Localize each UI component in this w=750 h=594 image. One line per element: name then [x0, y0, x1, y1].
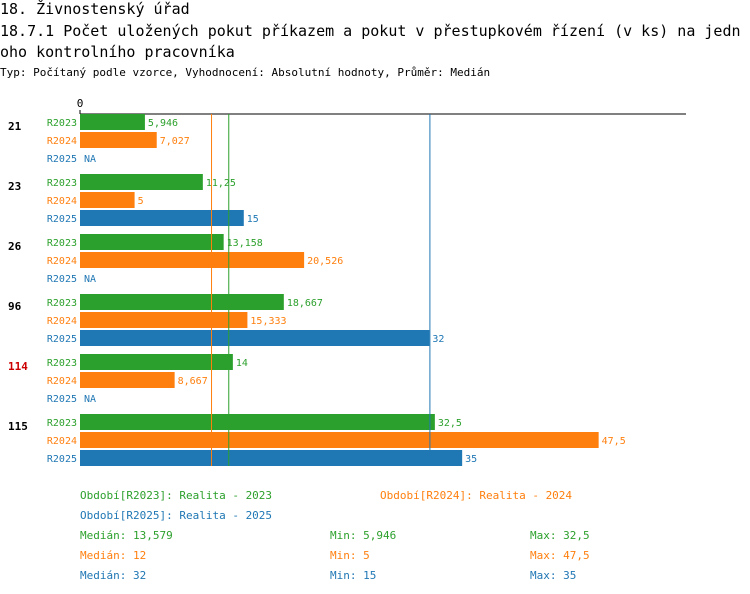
bar-r2023 [80, 414, 435, 430]
legend-r2025: Období[R2025]: Realita - 2025 [80, 509, 273, 522]
bar-r2025 [80, 450, 463, 466]
series-label: R2024 [47, 376, 77, 387]
series-label: R2025 [47, 394, 77, 405]
data-label: 32 [432, 334, 444, 345]
data-label: 14 [236, 358, 248, 369]
data-label: 32,5 [438, 418, 462, 429]
chart-meta-line: Typ: Počítaný podle vzorce, Vyhodnocení:… [0, 66, 491, 79]
series-label: R2025 [47, 334, 77, 345]
legend-r2023: Období[R2023]: Realita - 2023 [80, 489, 273, 502]
data-label: 5,946 [148, 118, 178, 129]
bar-r2023 [80, 114, 145, 130]
category-label: 23 [8, 180, 21, 193]
series-label: R2025 [47, 274, 77, 285]
bar-r2024 [80, 432, 599, 448]
series-label: R2024 [47, 136, 77, 147]
data-label: 47,5 [602, 436, 626, 447]
stat-min-r2024: Min: 5 [330, 549, 370, 562]
data-label: 15,333 [250, 316, 286, 327]
bar-r2023 [80, 174, 203, 190]
bar-r2024 [80, 192, 135, 208]
data-label: 13,158 [227, 238, 263, 249]
data-label: 8,667 [178, 376, 208, 387]
data-label: NA [84, 154, 96, 165]
data-label: 20,526 [307, 256, 343, 267]
bar-r2024 [80, 372, 175, 388]
data-label: 35 [465, 454, 477, 465]
series-label: R2023 [47, 118, 77, 129]
stat-min-r2025: Min: 15 [330, 569, 377, 582]
bar-r2025 [80, 330, 430, 346]
stat-median-r2024: Medián: 12 [80, 549, 147, 562]
bar-r2024 [80, 312, 248, 328]
series-label: R2023 [47, 358, 77, 369]
series-label: R2023 [47, 238, 77, 249]
bar-r2024 [80, 252, 305, 268]
series-label: R2025 [47, 154, 77, 165]
chart-title: 18.7.1 Počet uložených pokut příkazem a … [0, 22, 741, 61]
data-label: 15 [247, 214, 259, 225]
stat-median-r2025: Medián: 32 [80, 569, 147, 582]
bar-r2023 [80, 354, 233, 370]
series-label: R2024 [47, 256, 77, 267]
data-label: 7,027 [160, 136, 190, 147]
bar-r2023 [80, 294, 284, 310]
bar-r2025 [80, 210, 244, 226]
page-title: 18. Živnostenský úřad [0, 0, 190, 18]
series-label: R2024 [47, 316, 77, 327]
legend-r2024: Období[R2024]: Realita - 2024 [380, 489, 573, 502]
stat-min-r2023: Min: 5,946 [330, 529, 397, 542]
category-label: 115 [8, 420, 28, 433]
stat-max-r2024: Max: 47,5 [530, 549, 590, 562]
bar-r2023 [80, 234, 224, 250]
series-label: R2024 [47, 196, 77, 207]
series-label: R2023 [47, 298, 77, 309]
stat-max-r2025: Max: 35 [530, 569, 577, 582]
series-label: R2023 [47, 178, 77, 189]
stat-max-r2023: Max: 32,5 [530, 529, 590, 542]
category-label: 26 [8, 240, 22, 253]
bar-r2024 [80, 132, 157, 148]
series-label: R2025 [47, 214, 77, 225]
category-label: 96 [8, 300, 22, 313]
series-label: R2023 [47, 418, 77, 429]
data-label: NA [84, 394, 96, 405]
series-label: R2024 [47, 436, 77, 447]
stat-median-r2023: Medián: 13,579 [80, 529, 173, 542]
x-tick-label: 0 [77, 97, 84, 110]
data-label: 11,25 [206, 178, 236, 189]
category-label: 114 [8, 360, 28, 373]
series-label: R2025 [47, 454, 77, 465]
data-label: 18,667 [287, 298, 323, 309]
bar-chart: 0 21 R2023 5,946 R2024 7,027 R2025 NA 23 R2023 11,… [8, 97, 686, 466]
data-label: 5 [138, 196, 144, 207]
data-label: NA [84, 274, 96, 285]
category-label: 21 [8, 120, 22, 133]
